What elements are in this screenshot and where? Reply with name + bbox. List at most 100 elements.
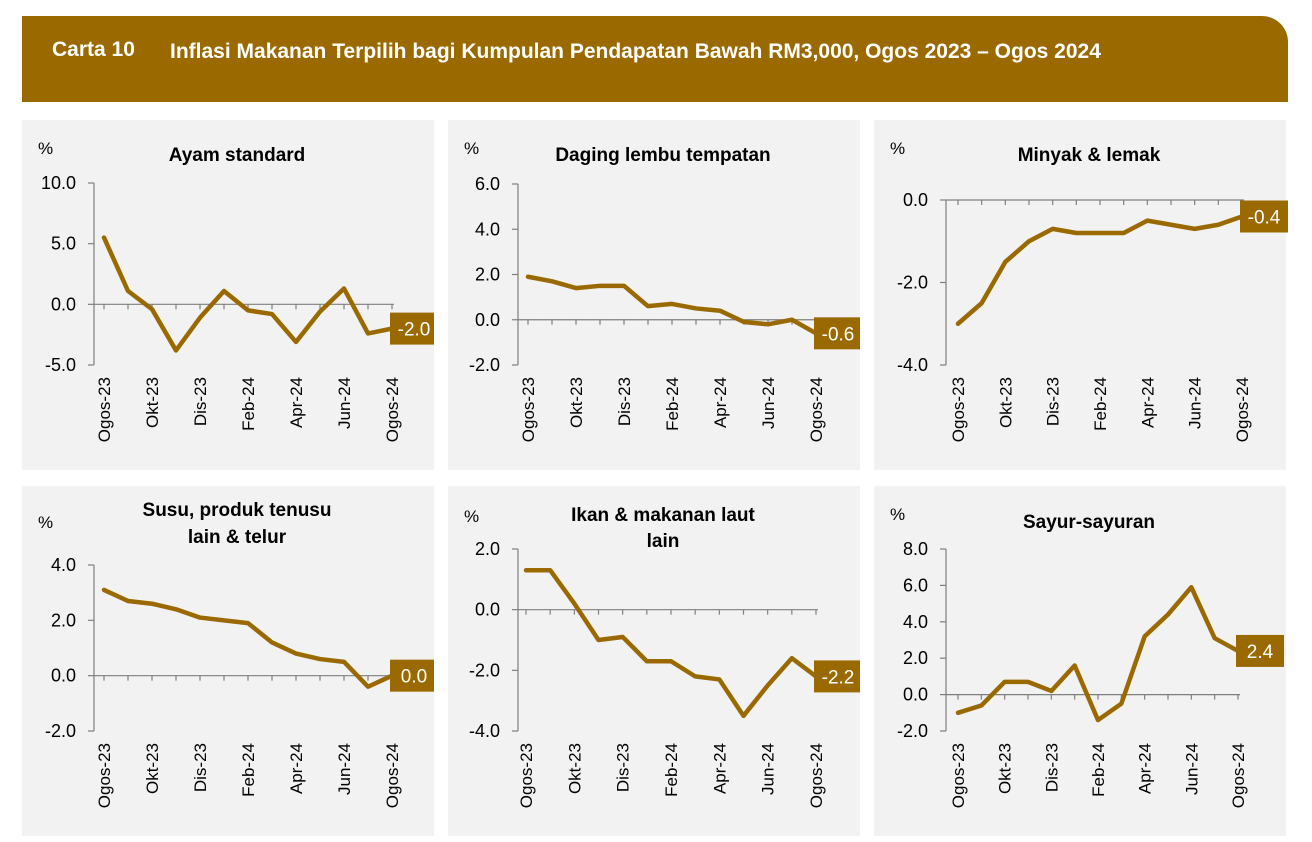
last-value-label: -2.0 xyxy=(398,320,431,341)
data-point xyxy=(270,640,274,644)
data-point xyxy=(1051,227,1055,231)
data-point xyxy=(1003,260,1007,264)
chart-panel-4: Susu, produk tenusu lain & telur% 4.0 2.0 0.… xyxy=(22,486,434,836)
y-axis-unit: % xyxy=(464,139,479,158)
data-point xyxy=(366,685,370,689)
y-tick-label: 2.0 xyxy=(903,648,928,668)
last-value-label: -0.6 xyxy=(822,324,855,345)
last-value-label: -2.2 xyxy=(822,667,855,688)
data-point xyxy=(1166,613,1170,617)
data-point xyxy=(1119,702,1123,706)
data-point xyxy=(246,308,250,312)
last-value-label: 2.4 xyxy=(1247,642,1274,663)
series-line xyxy=(101,587,395,689)
x-tick-label: Ogos-23 xyxy=(95,377,114,442)
last-value-label: -0.4 xyxy=(1248,208,1281,229)
data-point xyxy=(693,674,697,678)
x-tick-label: Apr-24 xyxy=(1136,743,1155,794)
x-tick-label: Feb-24 xyxy=(239,377,258,431)
x-tick-label: Dis-23 xyxy=(191,377,210,426)
series-line xyxy=(955,584,1241,723)
y-tick-label: 4.0 xyxy=(903,612,928,632)
x-tick-label: Apr-24 xyxy=(287,743,306,794)
x-tick-label: Feb-24 xyxy=(239,743,258,797)
data-point xyxy=(621,635,625,639)
data-point xyxy=(294,340,298,344)
y-tick-label: 0.0 xyxy=(51,666,76,686)
y-tick-label: -2.0 xyxy=(897,721,928,741)
data-point xyxy=(766,684,770,687)
data-point xyxy=(670,302,674,306)
data-point xyxy=(1193,227,1197,231)
data-point xyxy=(1143,634,1147,638)
data-point xyxy=(598,284,602,288)
y-tick-label: -2.0 xyxy=(469,660,500,680)
y-tick-label: 6.0 xyxy=(475,174,500,194)
x-tick-label: Ogos-23 xyxy=(517,743,536,808)
data-point xyxy=(790,656,794,660)
data-point xyxy=(150,602,154,606)
chart-group-title: Inflasi Makanan Terpilih bagi Kumpulan P… xyxy=(170,40,1101,63)
last-value-badge xyxy=(1240,200,1288,233)
x-tick-label: Ogos-23 xyxy=(949,743,968,808)
data-point xyxy=(1074,231,1078,235)
y-tick-label: -2.0 xyxy=(897,273,928,293)
y-tick-label: 0.0 xyxy=(475,600,500,620)
chart-title: Susu, produk tenusu xyxy=(143,500,332,521)
data-point xyxy=(1096,718,1100,722)
data-point xyxy=(1026,680,1030,684)
x-tick-label: Ogos-24 xyxy=(383,743,402,808)
data-point xyxy=(198,616,202,620)
data-point xyxy=(979,704,983,708)
y-axis-unit: % xyxy=(464,507,479,526)
chart-title: lain & telur xyxy=(188,527,287,548)
x-tick-label: Ogos-24 xyxy=(1229,743,1248,808)
x-tick-label: Ogos-23 xyxy=(519,377,538,442)
x-tick-label: Apr-24 xyxy=(1138,377,1157,428)
data-point xyxy=(956,711,960,715)
y-tick-label: 6.0 xyxy=(903,575,928,595)
data-point xyxy=(1098,231,1102,235)
x-tick-label: Feb-24 xyxy=(662,743,681,797)
data-point xyxy=(572,602,576,606)
data-point xyxy=(526,275,530,279)
data-point xyxy=(646,304,650,308)
last-value-badge xyxy=(814,660,860,693)
series-line xyxy=(101,235,395,353)
data-point xyxy=(222,289,226,293)
chart-title: Daging lembu tempatan xyxy=(555,145,770,166)
x-tick-label: Ogos-23 xyxy=(95,743,114,808)
x-tick-label: Jun-24 xyxy=(1186,377,1205,429)
data-point xyxy=(174,607,178,611)
data-point xyxy=(318,657,322,661)
y-axis-unit: % xyxy=(890,505,905,524)
x-tick-label: Dis-23 xyxy=(1044,377,1063,426)
data-point xyxy=(102,588,106,592)
data-point xyxy=(766,322,770,326)
chart-number: Carta 10 xyxy=(52,38,135,61)
data-point xyxy=(1073,663,1077,667)
x-tick-label: Ogos-24 xyxy=(383,377,402,442)
chart-title: Ayam standard xyxy=(169,145,306,166)
data-point xyxy=(174,348,178,352)
chart-panel-2: Daging lembu tempatan% 6.0 4.0 2.0 0.0 -2.0 Og… xyxy=(448,120,860,470)
x-tick-label: Ogos-24 xyxy=(1233,377,1252,442)
data-point xyxy=(1169,223,1173,227)
x-tick-label: Jun-24 xyxy=(759,377,778,429)
data-point xyxy=(790,318,794,322)
x-tick-label: Apr-24 xyxy=(711,377,730,428)
x-tick-label: Okt-23 xyxy=(143,743,162,794)
y-tick-label: -5.0 xyxy=(45,355,76,375)
y-tick-label: 0.0 xyxy=(903,190,928,210)
data-point xyxy=(198,316,202,320)
y-tick-label: 0.0 xyxy=(475,310,500,330)
y-tick-label: -2.0 xyxy=(469,355,500,375)
chart-title: lain xyxy=(647,531,680,552)
data-point xyxy=(1049,689,1053,693)
y-tick-label: 2.0 xyxy=(475,539,500,559)
data-point xyxy=(1003,680,1007,684)
y-tick-label: 4.0 xyxy=(475,219,500,239)
data-point xyxy=(126,289,130,293)
chart-title: Minyak & lemak xyxy=(1018,145,1161,166)
x-tick-label: Dis-23 xyxy=(1042,743,1061,792)
